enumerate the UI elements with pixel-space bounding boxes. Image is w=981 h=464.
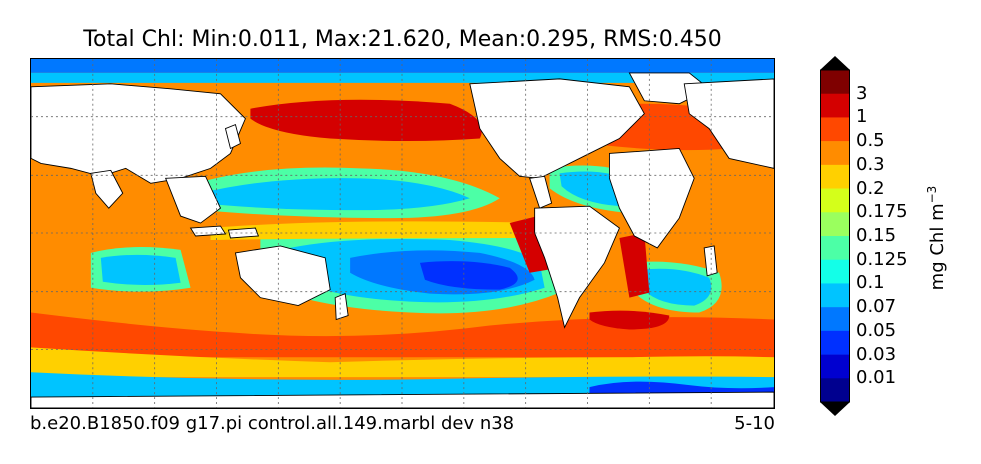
colorbar-segment [820, 212, 850, 237]
colorbar-tick-label: 3 [856, 82, 868, 104]
colorbar-unit-exponent: −3 [925, 185, 939, 204]
colorbar-segment [820, 70, 850, 95]
case-name-label: b.e20.B1850.f09 g17.pi control.all.149.m… [30, 413, 515, 434]
colorbar [820, 56, 850, 416]
colorbar-segment [820, 188, 850, 213]
colorbar-tick-label: 0.05 [856, 319, 897, 341]
colorbar-tick-label: 0.3 [856, 153, 885, 175]
colorbar-tick-label: 0.01 [856, 367, 897, 389]
map-canvas [31, 59, 774, 408]
indian-ocean-gyre [100, 254, 181, 285]
colorbar-svg [820, 56, 850, 416]
colorbar-tick-label: 0.2 [856, 177, 885, 199]
colorbar-segment [820, 259, 850, 284]
southern-band-yellow [31, 347, 774, 378]
colorbar-segment [820, 93, 850, 118]
colorbar-unit-label: mg Chl m−3 [924, 178, 948, 298]
colorbar-tick-label: 0.15 [856, 225, 897, 246]
colorbar-segment [820, 283, 850, 308]
colorbar-tick-label: 0.1 [856, 272, 885, 294]
southern-band-red [31, 312, 774, 358]
south-pacific-core [419, 261, 518, 290]
colorbar-segment [820, 117, 850, 142]
north-pacific-gyre [200, 178, 470, 211]
colorbar-segment [820, 236, 850, 261]
colorbar-segment [820, 141, 850, 166]
colorbar-tick-label: 1 [856, 106, 868, 128]
equatorial-pacific [210, 221, 550, 240]
colorbar-segment [820, 164, 850, 189]
colorbar-tick-label: 0.125 [856, 248, 908, 270]
colorbar-top-arrow [820, 56, 850, 70]
arctic-band [31, 59, 774, 73]
colorbar-bottom-arrow [820, 402, 850, 416]
north-pacific-subpolar [250, 99, 482, 142]
colorbar-tick-label: 0.5 [856, 130, 885, 152]
patagonian-shelf [589, 310, 670, 330]
map-title: Total Chl: Min:0.011, Max:21.620, Mean:0… [83, 27, 722, 52]
south-atlantic-gyre [641, 268, 712, 306]
colorbar-unit-text: mg Chl m [927, 203, 948, 291]
colorbar-segment [820, 330, 850, 355]
colorbar-tick-label: 0.175 [856, 201, 908, 223]
colorbar-segment [820, 307, 850, 332]
colorbar-tick-label: 0.03 [856, 343, 897, 365]
colorbar-segment [820, 354, 850, 379]
chlorophyll-map [30, 58, 775, 409]
colorbar-tick-label: 0.07 [856, 296, 897, 318]
grid-lines [31, 59, 774, 408]
period-label: 5-10 [734, 413, 775, 434]
land-masses [31, 72, 774, 408]
benguela-upwelling [619, 233, 650, 298]
colorbar-segment [820, 378, 850, 403]
